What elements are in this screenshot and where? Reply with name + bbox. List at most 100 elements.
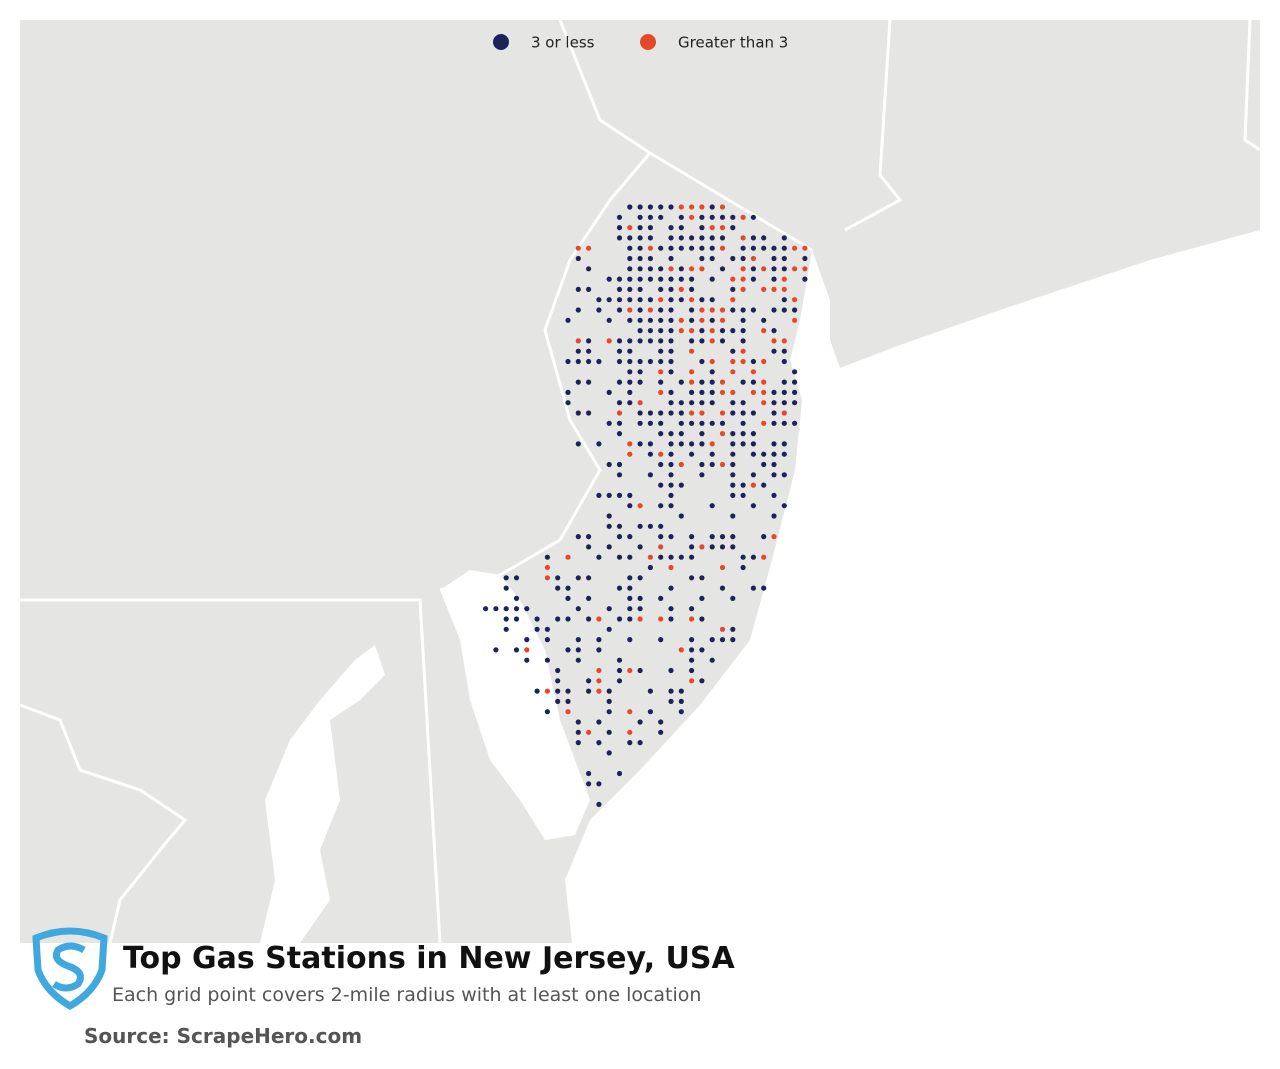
grid-point [781, 472, 787, 478]
grid-point [750, 214, 757, 220]
grid-point [637, 328, 643, 334]
grid-point [647, 338, 654, 344]
grid-point [616, 286, 623, 292]
grid-point [658, 214, 664, 220]
grid-point [606, 750, 612, 756]
grid-point [534, 616, 540, 622]
grid-point [709, 328, 715, 334]
grid-point [565, 389, 571, 395]
grid-point [627, 400, 633, 406]
grid-point [750, 235, 757, 241]
grid-point [699, 420, 705, 426]
grid-point [606, 461, 612, 468]
grid-point [575, 606, 581, 612]
grid-point [658, 729, 664, 735]
grid-point [637, 719, 643, 725]
grid-point [699, 678, 705, 684]
grid-point [627, 235, 633, 241]
grid-point [637, 225, 643, 231]
grid-point [668, 255, 674, 262]
grid-point [689, 266, 695, 272]
grid-point [699, 358, 705, 365]
grid-point [565, 358, 571, 365]
grid-point [606, 297, 612, 303]
legend: 3 or less Greater than 3 [493, 34, 788, 52]
grid-point [730, 276, 736, 282]
grid-point [781, 441, 787, 447]
grid-point [771, 276, 777, 282]
grid-point [555, 616, 561, 622]
grid-point [740, 554, 746, 560]
grid-point [699, 204, 705, 210]
grid-point [699, 297, 705, 303]
grid-point [730, 595, 736, 602]
grid-point [709, 451, 715, 457]
grid-point [689, 678, 695, 684]
grid-point [678, 709, 684, 715]
grid-point [606, 317, 612, 323]
grid-point [750, 358, 757, 365]
grid-point [575, 441, 581, 447]
grid-point [740, 358, 746, 365]
grid-point [761, 451, 767, 457]
grid-point [668, 503, 674, 509]
grid-point [709, 255, 715, 262]
grid-point [658, 544, 664, 550]
grid-point [771, 400, 777, 406]
grid-point [513, 647, 520, 653]
grid-point [647, 523, 654, 529]
grid-point [719, 266, 726, 272]
grid-point [750, 451, 757, 457]
grid-point [781, 245, 787, 251]
grid-point [627, 266, 633, 272]
grid-point [627, 317, 633, 323]
grid-point [740, 286, 746, 292]
legend-label: Greater than 3 [678, 34, 788, 52]
grid-point [719, 626, 726, 632]
grid-point [668, 606, 674, 612]
grid-point [678, 482, 684, 488]
grid-point [647, 266, 654, 272]
grid-point [719, 204, 726, 210]
source: Source: ScrapeHero.com [84, 1024, 362, 1048]
grid-point [668, 461, 674, 468]
grid-point [771, 307, 777, 313]
grid-point [719, 431, 726, 437]
grid-point [647, 709, 654, 715]
grid-point [627, 729, 633, 735]
grid-point [668, 266, 674, 272]
grid-point [658, 389, 664, 395]
grid-point [689, 575, 695, 581]
grid-point [709, 245, 715, 251]
grid-point [616, 358, 623, 365]
grid-point [678, 379, 684, 385]
grid-point [668, 688, 674, 694]
grid-point [761, 266, 767, 272]
grid-point [503, 606, 509, 612]
grid-point [524, 647, 530, 653]
grid-point [544, 575, 551, 581]
grid-point [627, 492, 633, 498]
grid-point [709, 214, 715, 220]
grid-point [678, 214, 684, 220]
grid-point [730, 482, 736, 488]
grid-point [719, 307, 726, 313]
grid-point [689, 286, 695, 292]
grid-point [750, 472, 757, 478]
grid-point [709, 235, 715, 241]
grid-point [668, 482, 674, 488]
grid-point [689, 348, 695, 354]
grid-point [678, 245, 684, 251]
grid-point [771, 461, 777, 468]
grid-point [761, 317, 767, 323]
grid-point [637, 606, 643, 612]
subtitle: Each grid point covers 2-mile radius wit… [112, 984, 701, 1006]
grid-point [647, 564, 654, 571]
grid-point [740, 492, 746, 498]
grid-point [616, 657, 623, 663]
grid-point [750, 245, 757, 251]
grid-point [740, 276, 746, 282]
grid-point [586, 781, 592, 787]
grid-point [596, 647, 602, 653]
borders [19, 19, 1261, 944]
